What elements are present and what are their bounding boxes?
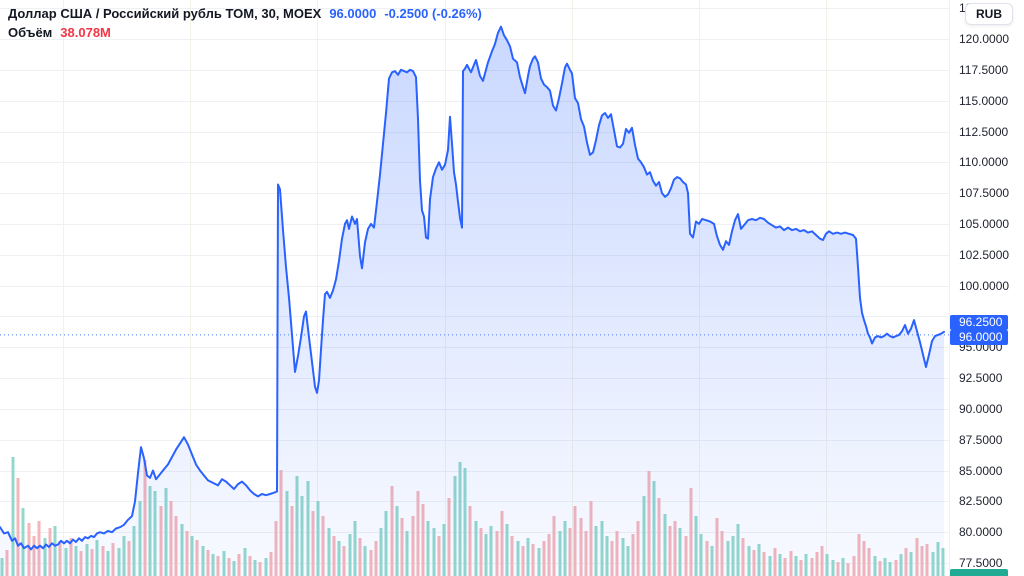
price-axis-label: 105.0000 — [959, 216, 1010, 231]
price-axis-label: 82.5000 — [959, 494, 1003, 509]
price-axis-label: 77.5000 — [959, 556, 1003, 570]
last-price-label: 96.0000 — [950, 329, 1008, 345]
volume-bar-up — [11, 457, 15, 576]
horizontal-gridline — [0, 8, 949, 10]
price-axis-label: 110.0000 — [959, 155, 1009, 170]
currency-toggle-button[interactable]: RUB — [965, 3, 1013, 25]
price-axis-label: 120.0000 — [959, 32, 1010, 46]
volume-value: 38.078M — [60, 25, 111, 40]
vertical-gridline — [317, 0, 318, 576]
price-line-series — [0, 25, 945, 551]
price-axis-label: 112.5000 — [959, 124, 1009, 139]
chart-legend: Доллар США / Российский рубль TOM, 30, M… — [8, 4, 482, 42]
legend-last-price: 96.0000 — [329, 6, 377, 21]
volume-bar-up — [21, 508, 25, 576]
price-axis-label: 102.5000 — [959, 247, 1010, 262]
price-chart-canvas[interactable] — [0, 0, 949, 576]
price-axis-label: 80.0000 — [959, 525, 1003, 540]
price-axis-label: 85.0000 — [959, 463, 1003, 478]
price-axis-label: 115.0000 — [959, 93, 1009, 108]
price-axis-label: 87.5000 — [959, 432, 1003, 447]
price-axis-label: 92.5000 — [959, 371, 1003, 386]
vertical-gridline — [63, 0, 64, 576]
symbol-title[interactable]: Доллар США / Российский рубль TOM, 30, M… — [8, 6, 322, 21]
price-axis-label: 100.0000 — [959, 278, 1010, 293]
bid-price-label: 96.2500 — [950, 314, 1008, 330]
price-axis-label: 107.5000 — [959, 186, 1010, 201]
price-axis[interactable]: 122.5000120.0000117.5000115.0000112.5000… — [949, 0, 1024, 576]
volume-axis-badge — [950, 569, 1008, 576]
volume-row[interactable]: Объём 38.078M — [8, 23, 482, 42]
price-area-fill — [0, 26, 944, 576]
price-axis-label: 117.5000 — [959, 62, 1009, 77]
price-axis-label: 90.0000 — [959, 401, 1003, 416]
horizontal-gridline — [0, 39, 949, 40]
legend-price-change: -0.2500 (-0.26%) — [384, 6, 482, 21]
symbol-row[interactable]: Доллар США / Российский рубль TOM, 30, M… — [8, 4, 482, 23]
vertical-gridline — [190, 0, 191, 576]
volume-label: Объём — [8, 25, 53, 40]
volume-bar-down — [16, 478, 20, 576]
